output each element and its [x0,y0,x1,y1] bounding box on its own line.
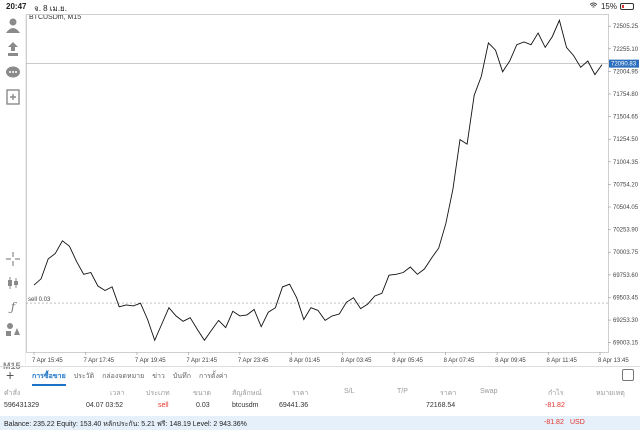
status-time: 20:47 [6,2,27,11]
chat-icon[interactable] [4,64,22,82]
price-chart[interactable]: 72505.25 72255.10 72004.95 71754.80 71504.65… [26,14,640,366]
profit-currency: USD [570,419,585,426]
x-tick-label: 8 Apr 13:45 [598,358,629,364]
terminal-tabbar: + การซื้อขาย ประวัติ กล่องจดหมาย ข่าว บันทึก… [0,366,640,386]
order-price: 69441.36 [279,402,309,409]
col-sl: S/L [344,388,355,395]
x-tick-label: 8 Apr 07:45 [444,358,475,364]
y-tick-label: 71504.65 [613,115,639,121]
tab-5[interactable]: การตั้งค่า [198,373,228,380]
y-tick-label: 72004.95 [613,69,639,75]
y-tick-label: 69753.60 [613,273,639,279]
order-id: 596431329 [4,402,40,409]
col-comment: หมายเหตุ [596,390,625,397]
function-icon[interactable]: ƒ [10,300,16,314]
y-tick-label: 72255.10 [613,47,639,53]
trade-table-header: คำสั่ง เวลา ประเภท ขนาด สัญลักษณ์ ราคา S… [0,386,640,400]
y-tick-label: 70003.75 [613,250,639,256]
order-line-label: sell 0.03 [28,297,51,303]
battery-icon [620,3,634,10]
chart-symbol-title: BTCUSDm, M15 [29,14,82,21]
x-tick-label: 8 Apr 11:45 [547,358,578,364]
col-symbol: สัญลักษณ์ [232,390,262,397]
status-date: จ. 8 เม.ย. [34,4,67,13]
col-price: ราคา [292,390,309,397]
account-icon[interactable] [4,16,22,34]
price-series-line [33,18,603,342]
objects-icon[interactable] [4,320,22,338]
tab-4[interactable]: บันทึก [172,373,191,380]
col-tp: T/P [397,388,408,395]
col-time: เวลา [110,390,125,397]
y-tick-label: 69003.15 [613,341,639,347]
order-time: 04.07 03:52 [86,402,123,409]
y-tick-label: 69253.30 [613,318,639,324]
tab-2[interactable]: กล่องจดหมาย [102,373,145,380]
col-size: ขนาด [193,390,212,397]
status-right: 15% [589,2,634,11]
y-tick-label: 71254.50 [613,137,639,143]
col-swap: Swap [480,388,498,395]
x-tick-label: 7 Apr 19:45 [135,358,166,364]
y-tick-label: 71754.80 [613,92,639,98]
candlestick-icon[interactable] [4,274,22,292]
total-profit: -81.82 [544,419,564,426]
order-profit: -81.82 [545,402,565,409]
y-tick-label: 70253.90 [613,228,639,234]
y-tick-label: 71004.35 [613,160,639,166]
col-profit: กำไร [548,390,564,397]
status-bar: 20:47 จ. 8 เม.ย. 15% [0,0,640,14]
wifi-icon [589,2,598,11]
terminal-tabs: การซื้อขาย ประวัติ กล่องจดหมาย ข่าว บันทึก กา… [32,371,227,386]
col-current-price: ราคา [440,390,457,397]
balance-text: Balance: 235.22 Equity: 153.40 หลักประกั… [4,421,247,428]
trade-row[interactable]: 596431329 04.07 03:52 sell 0.03 btcusdm … [0,400,640,414]
tab-1[interactable]: ประวัติ [73,373,95,380]
order-type: sell [158,402,169,409]
col-order: คำสั่ง [4,390,21,397]
order-symbol: btcusdm [232,402,259,409]
x-tick-label: 7 Apr 15:45 [32,358,63,364]
y-tick-label: 70504.05 [613,205,639,211]
col-type: ประเภท [146,390,170,397]
x-tick-label: 8 Apr 01:45 [289,358,320,364]
x-tick-label: 7 Apr 21:45 [186,358,217,364]
new-order-icon[interactable] [4,88,22,106]
trade-icon[interactable] [4,40,22,58]
y-tick-label: 69503.45 [613,295,639,301]
crosshair-icon[interactable] [4,250,22,268]
current-price-badge [609,59,639,68]
x-tick-label: 8 Apr 03:45 [341,358,372,364]
chart-toolbar: ƒ M15 [0,14,26,371]
order-current-price: 72168.54 [426,402,456,409]
tab-3[interactable]: ข่าว [152,373,165,380]
order-size: 0.03 [196,402,210,409]
battery-percent: 15% [600,2,617,11]
x-tick-label: 7 Apr 17:45 [83,358,114,364]
x-tick-label: 8 Apr 09:45 [495,358,526,364]
y-tick-label: 72505.25 [613,24,639,30]
x-tick-label: 7 Apr 23:45 [238,358,269,364]
tab-0[interactable]: การซื้อขาย [32,371,66,386]
y-tick-label: 70754.20 [613,182,639,188]
account-summary: Balance: 235.22 Equity: 153.40 หลักประกั… [0,416,640,430]
collapse-icon[interactable] [622,369,634,381]
x-tick-label: 8 Apr 05:45 [392,358,423,364]
plot-frame [26,14,609,353]
add-icon[interactable]: + [6,367,15,383]
current-price-label: 72090.83 [611,62,637,68]
